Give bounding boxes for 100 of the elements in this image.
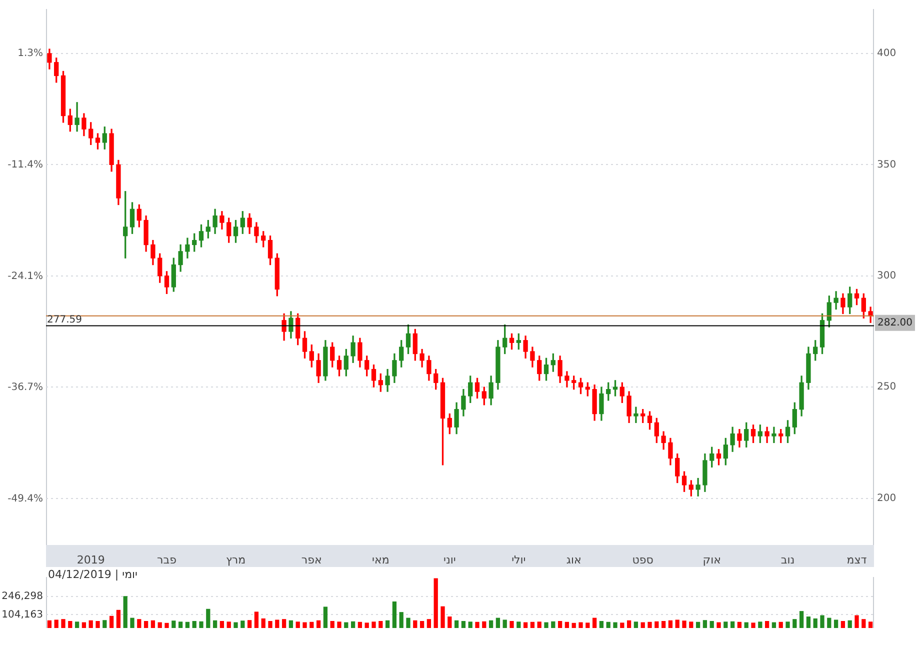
x-tick-label: מרץ <box>226 553 246 566</box>
bar <box>558 620 562 628</box>
bar <box>68 620 72 628</box>
bar <box>758 622 762 628</box>
x-tick-label: יולי <box>512 553 526 566</box>
bar <box>599 620 604 628</box>
bar <box>323 606 328 628</box>
x-tick-label: פבר <box>157 553 177 566</box>
bar <box>827 618 832 628</box>
bar <box>302 622 307 628</box>
bar <box>868 622 873 628</box>
y2-tick-label: -36.7% <box>8 382 43 393</box>
bar <box>275 620 280 628</box>
bar <box>454 620 459 628</box>
x-tick-label: 2019 <box>76 553 105 566</box>
bar <box>640 622 645 628</box>
bar <box>434 578 438 628</box>
bar <box>406 618 410 628</box>
bar <box>220 620 224 628</box>
bar <box>96 620 100 628</box>
bar <box>137 619 142 628</box>
bar <box>123 596 128 628</box>
x-tick-label: מאי <box>372 553 390 566</box>
bar <box>572 622 576 628</box>
bar <box>413 620 418 628</box>
bar <box>620 622 624 628</box>
bar <box>178 622 183 628</box>
bar <box>496 618 500 628</box>
annotation: יומי | 04/12/2019 <box>48 568 138 581</box>
bar <box>626 620 632 628</box>
bar <box>392 601 397 628</box>
bar <box>102 620 107 628</box>
bar <box>744 622 748 628</box>
bar <box>551 621 556 628</box>
bar <box>172 620 176 628</box>
bar <box>661 620 666 628</box>
bar <box>54 620 58 628</box>
bar <box>488 620 494 628</box>
bar <box>654 621 659 628</box>
bar <box>240 620 245 628</box>
x-tick-label: ספט <box>632 553 654 566</box>
bar <box>130 618 134 628</box>
bar <box>226 622 231 628</box>
bar <box>854 615 859 628</box>
bar <box>786 622 790 628</box>
bar <box>88 620 93 628</box>
bar <box>730 621 735 628</box>
bar <box>806 616 811 628</box>
bar <box>862 619 866 628</box>
bar <box>185 622 190 628</box>
x-tick-label: דצמ <box>846 553 867 566</box>
bar <box>288 620 294 628</box>
bar <box>516 622 521 628</box>
bar <box>820 615 824 628</box>
bar <box>268 620 272 628</box>
x-tick-label: אוק <box>702 553 721 566</box>
bar <box>310 622 314 628</box>
bar <box>475 622 480 628</box>
bar <box>764 620 770 628</box>
bar <box>316 620 321 628</box>
bar <box>330 620 334 628</box>
x-tick-label: אפר <box>301 553 322 566</box>
bar <box>440 606 445 628</box>
bar <box>613 622 618 628</box>
bar <box>834 620 838 628</box>
y-tick-label: 200 <box>877 492 896 504</box>
bar <box>47 620 52 628</box>
x-tick-label: יוני <box>443 553 456 566</box>
bar <box>724 622 728 628</box>
bar <box>702 620 708 628</box>
bar <box>192 620 196 628</box>
bar <box>350 621 356 628</box>
bar <box>840 620 846 628</box>
bar <box>282 619 286 628</box>
bar <box>544 622 548 628</box>
bar <box>586 622 590 628</box>
bar <box>772 622 776 628</box>
bar <box>537 622 542 628</box>
bar <box>164 622 169 628</box>
bar <box>716 622 721 628</box>
bar <box>592 618 597 628</box>
bar <box>813 618 818 628</box>
bar <box>461 620 466 628</box>
bar <box>792 619 797 628</box>
bar <box>510 620 514 628</box>
bar <box>420 620 424 628</box>
bar <box>372 622 376 628</box>
y2-tick-label: -24.1% <box>8 271 43 282</box>
bar <box>668 620 673 628</box>
bar <box>116 610 121 628</box>
bar <box>682 620 686 628</box>
y-tick-label: 104,163 <box>2 609 43 620</box>
bar <box>778 622 783 628</box>
bar <box>254 612 259 628</box>
bar <box>426 619 432 628</box>
bar <box>337 622 342 628</box>
bar <box>61 619 66 628</box>
x-tick-label: נוב <box>780 553 795 566</box>
bar <box>564 622 570 628</box>
y-tick-label: 246,298 <box>2 591 43 602</box>
